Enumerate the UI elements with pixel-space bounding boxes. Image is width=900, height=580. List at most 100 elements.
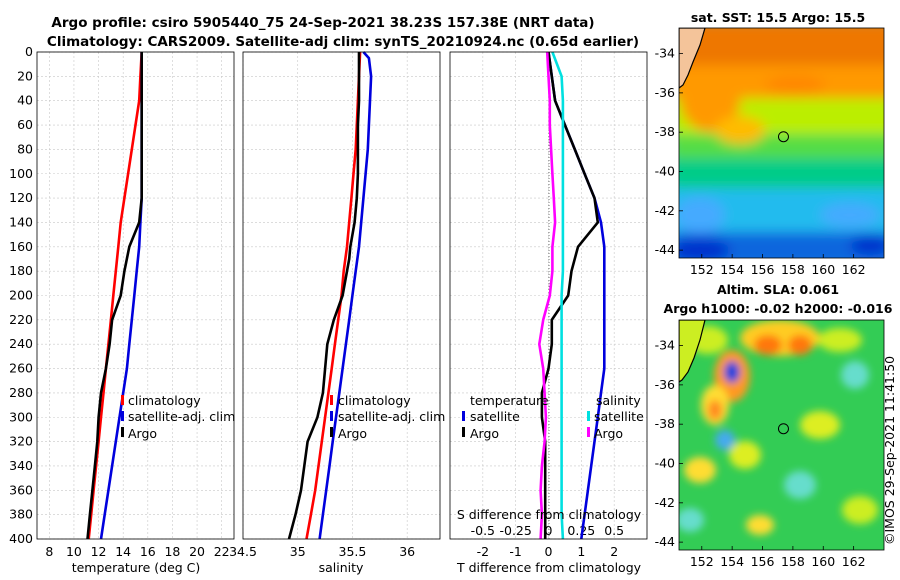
temperature-axes-frame xyxy=(36,51,235,540)
legend-swatch-climatology xyxy=(330,395,333,405)
salinity-difference-label: S difference from climatology xyxy=(457,507,642,522)
lat-tick-label: -38 xyxy=(655,416,675,431)
x-tick-label: 20 xyxy=(189,544,205,559)
sst-field xyxy=(679,28,884,258)
credit-text: ©IMOS 29-Sep-2021 11:41:50 xyxy=(882,356,897,545)
salinity-legend: climatology satellite-adj. clim Argo xyxy=(330,393,445,441)
sst-map: sat. SST: 15.5 Argo: 15.5 xyxy=(655,10,885,277)
legend-temperature: temperature xyxy=(470,393,549,408)
legend-swatch-satellite xyxy=(330,411,333,421)
x-tick-label: 10 xyxy=(66,544,82,559)
depth-tick-label: 340 xyxy=(9,458,33,473)
salinity-axes-frame xyxy=(242,51,441,540)
x-tick-label: 18 xyxy=(164,544,180,559)
depth-tick-label: 180 xyxy=(9,263,33,278)
legend-argo: Argo xyxy=(338,426,367,441)
legend-swatch-satellite xyxy=(121,411,124,421)
depth-tick-label: 360 xyxy=(9,482,33,497)
lon-tick-label: 158 xyxy=(781,554,805,569)
sla-field xyxy=(679,320,884,550)
depth-tick-label: 120 xyxy=(9,190,33,205)
temperature-panel: 0 20 40 60 80 100 120 140 160 180 200 220 240 260 280 3… xyxy=(9,44,235,575)
depth-tick-label: 380 xyxy=(9,507,33,522)
argo-position-marker xyxy=(777,423,789,435)
sla-map-title: Altim. SLA: 0.061 xyxy=(717,282,839,297)
depth-tick-label: 300 xyxy=(9,409,33,424)
legend-satellite: satellite-adj. clim xyxy=(128,409,235,424)
legend-swatch-s-argo xyxy=(587,427,590,437)
lat-tick-label: -34 xyxy=(655,46,675,61)
salinity-difference-tick-labels: -0.5 -0.25 0 0.25 0.5 xyxy=(471,523,624,538)
lat-tick-label: -34 xyxy=(655,338,675,353)
legend-salinity: salinity xyxy=(596,393,641,408)
depth-tick-labels: 0 20 40 60 80 100 120 140 160 180 200 220 240 260 280 3… xyxy=(9,44,33,546)
lat-tick-label: -42 xyxy=(655,203,675,218)
sst-map-frame xyxy=(678,27,885,259)
legend-swatch-argo xyxy=(330,427,333,437)
sst-lat-tick-labels: -34 -36 -38 -40 -42 -44 xyxy=(655,46,683,257)
salinity-lines xyxy=(287,51,373,540)
legend-t-argo: Argo xyxy=(470,426,499,441)
lon-tick-label: 162 xyxy=(842,262,866,277)
depth-tick-label: 60 xyxy=(17,117,33,132)
argo-position-marker xyxy=(777,131,789,143)
depth-tick-label: 240 xyxy=(9,336,33,351)
lat-tick-label: -38 xyxy=(655,124,675,139)
depth-tick-label: 100 xyxy=(9,166,33,181)
lat-tick-label: -36 xyxy=(655,377,675,392)
difference-legend-right: salinity satellite Argo xyxy=(587,393,644,441)
sla-map-subtitle: Argo h1000: -0.02 h2000: -0.016 xyxy=(664,301,893,316)
lat-tick-label: -40 xyxy=(655,164,675,179)
lon-tick-label: 152 xyxy=(690,554,714,569)
lon-tick-label: 156 xyxy=(751,554,775,569)
lon-tick-label: 160 xyxy=(811,262,835,277)
difference-line-s-argo xyxy=(537,51,557,540)
x-tick-label: 16 xyxy=(140,544,156,559)
x-tick-label: 1 xyxy=(577,544,585,559)
salinity-tick-labels: 34.5 35 35.5 36 xyxy=(229,544,415,559)
difference-panel: -2 -1 0 1 2 -0.5 -0.25 0 0.25 0.5 T difference f… xyxy=(449,51,648,575)
x-tick-label: -2 xyxy=(477,544,489,559)
depth-tick-label: 80 xyxy=(17,141,33,156)
x-tick-label: 22 xyxy=(214,544,230,559)
legend-swatch-t-satellite xyxy=(462,411,465,421)
legend-t-satellite: satellite xyxy=(470,409,520,424)
depth-tick-label: 160 xyxy=(9,239,33,254)
sst-lon-tick-labels: 152 154 156 158 160 162 xyxy=(690,254,866,277)
depth-tick-label: 400 xyxy=(9,531,33,546)
lon-tick-label: 156 xyxy=(751,262,775,277)
lon-tick-label: 154 xyxy=(720,554,744,569)
salinity-difference-tick-label: -0.5 xyxy=(471,523,495,538)
temperature-legend: climatology satellite-adj. clim Argo xyxy=(121,393,235,441)
x-tick-label: 12 xyxy=(91,544,107,559)
title-line-2: Climatology: CARS2009. Satellite-adj cli… xyxy=(47,34,639,50)
difference-lines xyxy=(537,51,606,540)
x-tick-label: 0 xyxy=(545,544,553,559)
title-line-1: Argo profile: csiro 5905440_75 24-Sep-20… xyxy=(51,15,594,31)
salinity-difference-tick-label: 0.5 xyxy=(604,523,624,538)
x-tick-label: 36 xyxy=(399,544,415,559)
legend-satellite: satellite-adj. clim xyxy=(338,409,445,424)
lon-tick-label: 160 xyxy=(811,554,835,569)
lat-tick-label: -44 xyxy=(655,534,675,549)
depth-tick-label: 0 xyxy=(25,44,33,59)
lon-tick-label: 152 xyxy=(690,262,714,277)
legend-climatology: climatology xyxy=(128,393,201,408)
difference-line-t-argo xyxy=(540,51,600,539)
sla-lat-tick-labels: -34 -36 -38 -40 -42 -44 xyxy=(655,338,683,549)
legend-s-satellite: satellite xyxy=(594,409,644,424)
legend-climatology: climatology xyxy=(338,393,411,408)
salinity-difference-tick-label: -0.25 xyxy=(499,523,531,538)
lat-tick-label: -42 xyxy=(655,495,675,510)
temperature-lines xyxy=(86,51,143,540)
legend-argo: Argo xyxy=(128,426,157,441)
salinity-panel: 34.5 35 35.5 36 salinity climatology satell… xyxy=(229,51,445,575)
lat-tick-label: -44 xyxy=(655,242,675,257)
x-tick-label: 35.5 xyxy=(339,544,367,559)
profile-line-argo xyxy=(86,52,143,540)
salinity-xlabel: salinity xyxy=(319,560,364,575)
sla-lon-tick-labels: 152 154 156 158 160 162 xyxy=(690,546,866,569)
temperature-tick-labels: 8 10 12 14 16 18 20 22 xyxy=(45,544,229,559)
sla-map-frame xyxy=(678,319,885,551)
x-tick-label: 35 xyxy=(290,544,306,559)
